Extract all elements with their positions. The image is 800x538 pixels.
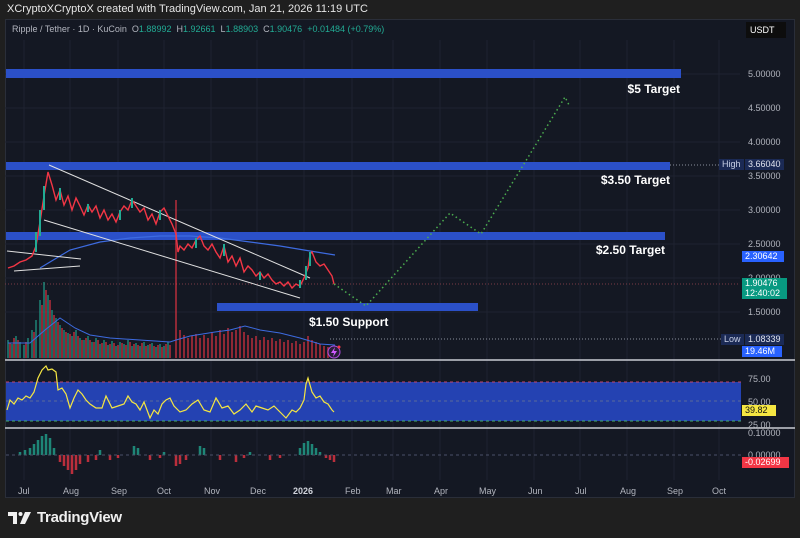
time-tick: Aug (63, 486, 80, 496)
volume-ma-line (8, 317, 336, 346)
time-tick: Aug (620, 486, 637, 496)
low-value: 1.88903 (225, 24, 259, 34)
trendlines[interactable] (6, 164, 311, 299)
price-tick: 3.00000 (748, 205, 781, 215)
tradingview-brand[interactable]: TradingView (8, 509, 122, 526)
macd-value-tag: -0.02699 (742, 457, 789, 468)
change-value: +0.01484 (+0.79%) (307, 24, 385, 34)
close-label: C (263, 24, 270, 34)
chart-credit: XCryptoXCryptoX created with TradingView… (7, 3, 368, 15)
tradingview-logo-icon (8, 511, 31, 524)
lightning-icon[interactable] (327, 345, 341, 359)
price-tick: 4.50000 (748, 103, 781, 113)
price-tick: 4.00000 (748, 137, 781, 147)
time-tick: Jul (18, 486, 30, 496)
macd-tick: 0.10000 (748, 428, 781, 438)
moving-average-line (39, 235, 336, 269)
price-tick: 3.50000 (748, 171, 781, 181)
price-tick: 1.50000 (748, 307, 781, 317)
time-tick: 2026 (293, 486, 314, 496)
price-line (7, 171, 335, 290)
time-tick: Dec (250, 486, 267, 496)
last-price-tag: 1.90476 (742, 278, 787, 289)
time-tick: Jul (575, 486, 587, 496)
time-tick: Oct (712, 486, 727, 496)
low-label: L (220, 24, 226, 34)
low-label-tag: Low (721, 334, 744, 345)
time-tick: May (479, 486, 497, 496)
time-tick: Feb (345, 486, 361, 496)
open-value: 1.88992 (138, 24, 172, 34)
macd-histogram (18, 434, 336, 474)
grid-horizontal (5, 73, 740, 313)
volume-bars (7, 200, 329, 358)
volume-tag: 19.46M (742, 346, 782, 357)
zone-150-support[interactable] (217, 303, 478, 311)
countdown-tag: 12:40:02 (742, 288, 787, 299)
open-label: O (131, 24, 139, 34)
rsi-tick: 75.00 (748, 374, 771, 384)
low-value-tag: 1.08339 (745, 334, 784, 345)
time-tick: Apr (434, 486, 449, 496)
ohlc-legend: Ripple / Tether · 1D · KuCoin O1.88992 H… (12, 24, 384, 34)
rsi-value-tag: 39.82 (742, 405, 776, 416)
up-candles (35, 186, 311, 288)
projection-path (333, 95, 571, 307)
target-350-label: $3.50 Target (601, 173, 670, 187)
rsi-line (6, 364, 335, 420)
price-tick: 5.00000 (748, 69, 781, 79)
zone-250-target[interactable] (6, 232, 665, 240)
high-value: 1.92661 (182, 24, 216, 34)
time-tick: Oct (157, 486, 172, 496)
price-tick: 2.50000 (748, 239, 781, 249)
time-tick: Mar (386, 486, 402, 496)
brand-name: TradingView (37, 509, 122, 526)
rsi-tick: 25.00 (748, 420, 771, 430)
rsi-tick: 50.00 (748, 397, 771, 407)
zone-350-target[interactable] (6, 162, 670, 170)
currency-button[interactable]: USDT (746, 22, 786, 38)
zone-5-target[interactable] (6, 69, 681, 78)
close-value: 1.90476 (269, 24, 303, 34)
time-tick: Sep (111, 486, 128, 496)
macd-tick: 0.00000 (748, 450, 781, 460)
high-label-tag: High (719, 159, 744, 170)
symbol-name[interactable]: Ripple / Tether · 1D · KuCoin (12, 24, 127, 34)
time-tick: Jun (528, 486, 543, 496)
support-150-label: $1.50 Support (309, 315, 388, 329)
high-label: H (176, 24, 183, 34)
target-5-label: $5 Target (628, 82, 680, 96)
target-250-label: $2.50 Target (596, 243, 665, 257)
high-value-tag: 3.66040 (745, 159, 784, 170)
time-tick: Sep (667, 486, 684, 496)
time-tick: Nov (204, 486, 221, 496)
ma-value-tag: 2.30642 (742, 251, 784, 262)
